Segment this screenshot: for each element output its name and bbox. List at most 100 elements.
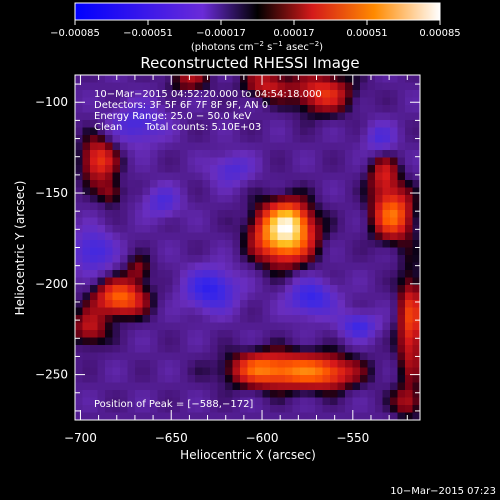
heatmap-cell <box>345 165 353 173</box>
heatmap-cell <box>397 202 406 211</box>
heatmap-cell <box>157 390 166 398</box>
heatmap-cell <box>262 360 271 368</box>
heatmap-cell <box>165 75 173 83</box>
heatmap-cell <box>375 157 383 166</box>
heatmap-cell <box>195 307 203 316</box>
heatmap-cell <box>405 157 413 166</box>
heatmap-cell <box>210 292 218 301</box>
heatmap-cell <box>127 285 136 293</box>
heatmap-cell <box>247 150 256 158</box>
heatmap-cell <box>142 232 151 241</box>
heatmap-cell <box>360 142 368 151</box>
heatmap-cell <box>337 255 346 263</box>
heatmap-cell <box>330 247 338 256</box>
heatmap-cell <box>142 112 151 121</box>
heatmap-cell <box>217 270 226 278</box>
heatmap-cell <box>210 270 218 278</box>
heatmap-cell <box>352 127 361 136</box>
heatmap-cell <box>330 172 338 181</box>
heatmap-cell <box>375 375 383 383</box>
heatmap-cell <box>112 217 121 226</box>
heatmap-cell <box>202 330 211 338</box>
heatmap-cell <box>112 277 121 286</box>
heatmap-cell <box>150 322 158 331</box>
heatmap-cell <box>135 322 143 331</box>
heatmap-cell <box>180 195 188 203</box>
heatmap-cell <box>367 247 376 256</box>
heatmap-cell <box>345 360 353 368</box>
heatmap-cell <box>375 247 383 256</box>
heatmap-cell <box>315 262 323 271</box>
heatmap-cell <box>390 187 398 196</box>
heatmap-cell <box>262 135 271 143</box>
heatmap-cell <box>360 90 368 98</box>
heatmap-cell <box>225 240 233 248</box>
heatmap-cell <box>382 375 391 383</box>
heatmap-cell <box>390 390 398 398</box>
heatmap-cell <box>240 240 248 248</box>
heatmap-cell <box>300 337 308 346</box>
heatmap-cell <box>142 322 151 331</box>
heatmap-cell <box>397 322 406 331</box>
heatmap-cell <box>345 187 353 196</box>
heatmap-cell <box>142 277 151 286</box>
heatmap-cell <box>180 82 188 91</box>
heatmap-cell <box>390 360 398 368</box>
heatmap-cell <box>255 120 263 128</box>
heatmap-cell <box>240 157 248 166</box>
heatmap-cell <box>375 367 383 376</box>
heatmap-cell <box>300 82 308 91</box>
heatmap-cell <box>382 75 391 83</box>
heatmap-cell <box>97 247 106 256</box>
heatmap-cell <box>225 172 233 181</box>
heatmap-cell <box>292 195 301 203</box>
heatmap-cell <box>367 390 376 398</box>
heatmap-cell <box>75 307 83 316</box>
heatmap-cell <box>300 345 308 353</box>
heatmap-cell <box>367 157 376 166</box>
heatmap-cell <box>397 135 406 143</box>
heatmap-cell <box>202 397 211 406</box>
heatmap-cell <box>270 187 278 196</box>
heatmap-cell <box>322 217 331 226</box>
heatmap-cell <box>90 127 98 136</box>
heatmap-cell <box>142 90 151 98</box>
heatmap-cell <box>255 75 263 83</box>
heatmap-cell <box>232 195 241 203</box>
heatmap-cell <box>412 97 421 106</box>
heatmap-cell <box>255 225 263 233</box>
heatmap-cell <box>315 375 323 383</box>
heatmap-cell <box>112 345 121 353</box>
heatmap-cell <box>337 240 346 248</box>
y-tick-label: −100 <box>35 95 68 109</box>
heatmap-cell <box>142 202 151 211</box>
heatmap-cell <box>292 90 301 98</box>
heatmap-cell <box>330 277 338 286</box>
heatmap-cell <box>142 247 151 256</box>
heatmap-cell <box>315 112 323 121</box>
heatmap-cell <box>270 330 278 338</box>
heatmap-cell <box>255 195 263 203</box>
heatmap-cell <box>405 405 413 413</box>
heatmap-cell <box>367 360 376 368</box>
heatmap-cell <box>367 270 376 278</box>
heatmap-cell <box>210 90 218 98</box>
heatmap-cell <box>352 195 361 203</box>
heatmap-cell <box>352 75 361 83</box>
heatmap-cell <box>367 120 376 128</box>
heatmap-cell <box>112 255 121 263</box>
heatmap-cell <box>157 202 166 211</box>
heatmap-cell <box>210 202 218 211</box>
heatmap-cell <box>217 412 226 421</box>
heatmap-cell <box>390 382 398 391</box>
heatmap-cell <box>360 337 368 346</box>
heatmap-cell <box>240 232 248 241</box>
heatmap-cell <box>112 300 121 308</box>
heatmap-cell <box>277 172 286 181</box>
heatmap-cell <box>390 375 398 383</box>
heatmap-cell <box>172 337 181 346</box>
heatmap-cell <box>322 345 331 353</box>
heatmap-cell <box>187 405 196 413</box>
heatmap-cell <box>337 172 346 181</box>
heatmap-cell <box>255 172 263 181</box>
